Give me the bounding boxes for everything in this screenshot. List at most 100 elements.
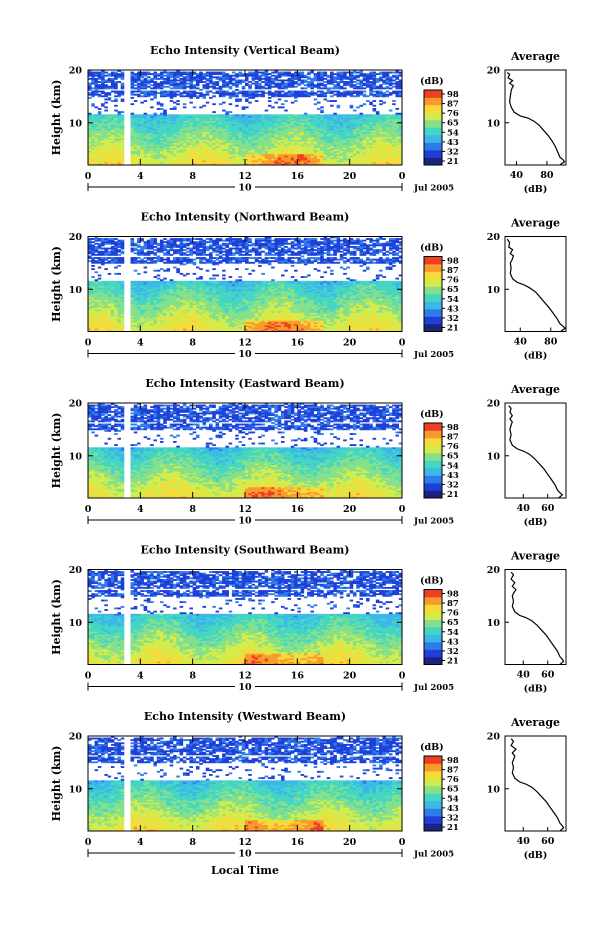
- colorbar-segment: [424, 756, 442, 764]
- colorbar-tick-label: 32: [447, 480, 459, 490]
- colorbar-tick-label: 98: [447, 90, 459, 100]
- colorbar-tick-label: 32: [447, 147, 459, 157]
- colorbar-segment: [424, 286, 442, 295]
- colorbar-label: (dB): [420, 409, 444, 420]
- colorbar-segment: [424, 634, 442, 643]
- panel-title: Echo Intensity (Eastward Beam): [145, 377, 344, 390]
- panel-title: Echo Intensity (Westward Beam): [144, 710, 346, 723]
- colorbar-segment: [424, 801, 442, 809]
- colorbar-segment: [424, 808, 442, 817]
- average-x-tick-label: 80: [544, 337, 558, 348]
- average-frame: [504, 402, 567, 499]
- colorbar-tick-label: 65: [447, 119, 459, 129]
- colorbar-tick-label: 21: [447, 157, 459, 167]
- colorbar-tick-label: 76: [447, 609, 459, 619]
- x-tick-label: 16: [291, 504, 305, 515]
- y-axis-label: Height (km): [50, 746, 63, 822]
- average-profile: Average 10 20 40 60 (dB): [487, 716, 567, 861]
- x-tick-label: 20: [343, 171, 357, 182]
- colorbar-tick-label: 43: [447, 804, 459, 814]
- x-tick-label: 0: [85, 837, 92, 848]
- average-profile-line: [510, 571, 565, 665]
- average-x-axis-label: (dB): [524, 184, 548, 195]
- colorbar-frame: [423, 589, 443, 665]
- colorbar-segment: [424, 271, 442, 280]
- colorbar-label: (dB): [420, 576, 444, 587]
- panel-3: Echo Intensity (Eastward Beam) 10 20 Height…: [50, 377, 567, 528]
- x-tick-label: 20: [343, 837, 357, 848]
- colorbar-segment: [424, 468, 442, 476]
- x-tick-label: 0: [85, 171, 92, 182]
- colorbar-tick-label: 43: [447, 304, 459, 314]
- x-tick-label: 0: [399, 504, 406, 515]
- colorbar-segment: [424, 279, 442, 287]
- x-tick-label: 16: [291, 171, 305, 182]
- colorbar-segment: [424, 97, 442, 106]
- colorbar-tick-label: 54: [447, 628, 459, 638]
- average-x-tick-label: 40: [514, 337, 528, 348]
- colorbar-tick-label: 43: [447, 138, 459, 148]
- colorbar-segment: [424, 453, 442, 461]
- average-x-tick-label: 40: [517, 503, 531, 514]
- colorbar-segment: [424, 475, 442, 484]
- average-y-tick-label: 10: [487, 118, 501, 129]
- colorbar-segment: [424, 256, 442, 265]
- average-profile-line: [506, 72, 566, 166]
- colorbar-segment: [424, 823, 442, 832]
- heatmap-field: [88, 236, 403, 332]
- colorbar-segment: [424, 105, 442, 113]
- x-tick-label: 12: [238, 837, 251, 848]
- average-title: Average: [510, 716, 560, 729]
- x-tick-label: 20: [343, 671, 357, 682]
- average-x-tick-label: 60: [541, 836, 555, 847]
- average-y-tick-label: 10: [487, 784, 501, 795]
- average-y-tick-label: 20: [487, 732, 501, 743]
- panel-1: Echo Intensity (Vertical Beam) 10 20 Height…: [50, 44, 567, 195]
- colorbar-tick-label: 76: [447, 276, 459, 286]
- colorbar-segment: [424, 294, 442, 302]
- x-tick-label: 8: [189, 837, 196, 848]
- colorbar-tick-label: 65: [447, 785, 459, 795]
- average-x-tick-label: 60: [541, 503, 555, 514]
- average-y-tick-label: 20: [487, 565, 501, 576]
- x-tick-label: 16: [291, 338, 305, 349]
- colorbar-segment: [424, 460, 442, 469]
- colorbar-tick-label: 87: [447, 100, 459, 110]
- colorbar-label: (dB): [420, 76, 444, 87]
- colorbar-segment: [424, 150, 442, 158]
- colorbar-tick-label: 21: [447, 490, 459, 500]
- colorbar-segment: [424, 642, 442, 650]
- colorbar-tick-label: 21: [447, 324, 459, 334]
- average-x-axis-label: (dB): [524, 850, 548, 861]
- x-tick-label: 0: [399, 671, 406, 682]
- date-label: Jul 2005: [413, 517, 454, 527]
- average-y-tick-label: 20: [487, 66, 501, 77]
- x-tick-label: 8: [189, 504, 196, 515]
- colorbar-segment: [424, 649, 442, 658]
- x-tick-label: 0: [399, 338, 406, 349]
- y-tick-label: 20: [69, 399, 83, 410]
- date-label: Jul 2005: [413, 350, 454, 360]
- y-tick-label: 10: [69, 285, 83, 296]
- colorbar-segment: [424, 142, 442, 151]
- average-profile: Average 10 20 40 80 (dB): [487, 50, 567, 195]
- colorbar-segment: [424, 423, 442, 431]
- colorbar-segment: [424, 301, 442, 310]
- colorbar-segment: [424, 430, 442, 439]
- colorbar-tick-label: 54: [447, 295, 459, 305]
- x-tick-label: 12: [238, 171, 251, 182]
- colorbar-tick-label: 76: [447, 109, 459, 119]
- colorbar-segment: [424, 589, 442, 598]
- colorbar-segment: [424, 778, 442, 787]
- colorbar-segment: [424, 309, 442, 317]
- y-axis-label: Height (km): [50, 246, 63, 322]
- average-profile: Average 10 20 40 80 (dB): [487, 217, 567, 362]
- y-tick-label: 10: [69, 784, 83, 795]
- y-axis-label: Height (km): [50, 80, 63, 156]
